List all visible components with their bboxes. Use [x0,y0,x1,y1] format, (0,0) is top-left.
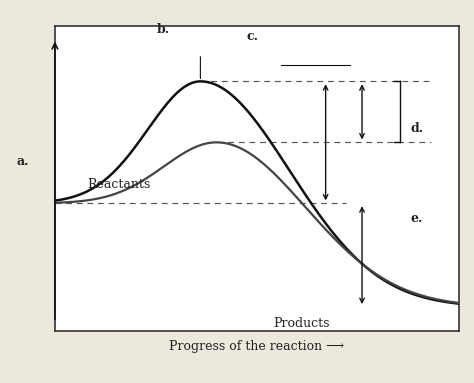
Text: b.: b. [156,23,170,36]
Text: c.: c. [246,30,258,43]
X-axis label: Progress of the reaction ⟶: Progress of the reaction ⟶ [170,340,345,353]
Text: Products: Products [273,317,329,330]
Text: e.: e. [410,212,422,225]
Text: d.: d. [410,122,423,135]
Text: Reactants: Reactants [87,178,151,191]
Text: a.: a. [17,155,29,168]
